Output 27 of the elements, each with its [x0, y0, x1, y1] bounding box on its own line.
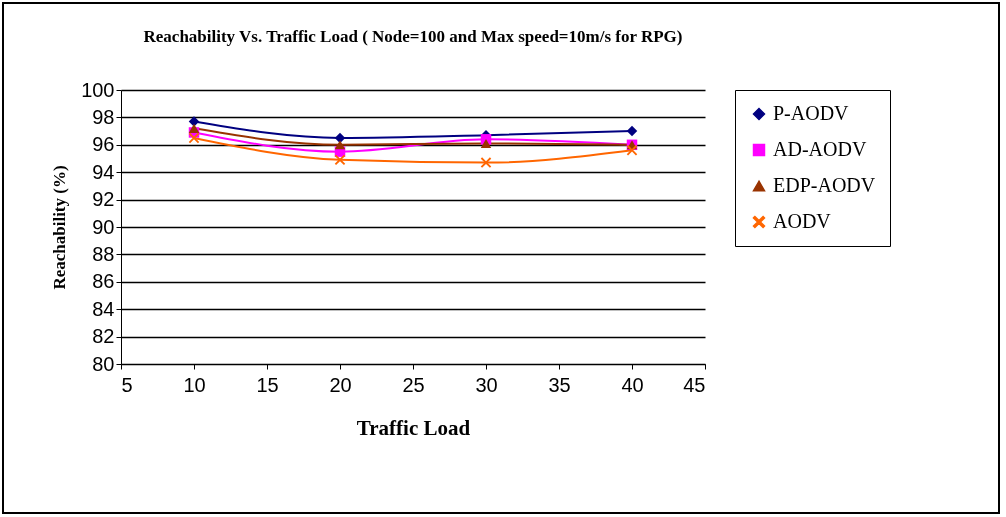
y-tick-label: 94 — [92, 160, 115, 183]
y-tick-label: 84 — [92, 297, 115, 320]
x-axis-title: Traffic Load — [356, 415, 471, 440]
x-tick-label: 45 — [683, 373, 706, 396]
legend-label: AD-AODV — [773, 138, 867, 160]
y-tick-label: 90 — [92, 215, 115, 238]
legend-label: EDP-AODV — [773, 174, 876, 196]
y-tick-label: 88 — [92, 242, 115, 265]
chart-title: Reachability Vs. Traffic Load ( Node=100 and Max speed=10m/s for RPG) — [143, 27, 683, 46]
y-tick-label: 96 — [92, 133, 115, 156]
x-tick-label: 20 — [329, 373, 352, 396]
y-tick-label: 100 — [81, 78, 115, 101]
y-axis-title: Reachability (%) — [50, 165, 70, 290]
y-tick-label: 92 — [92, 188, 115, 211]
x-tick-label: 10 — [183, 373, 206, 396]
x-tick-label: 40 — [621, 373, 644, 396]
x-tick-label: 35 — [548, 373, 571, 396]
x-tick-label: 5 — [121, 373, 133, 396]
x-tick-label: 30 — [475, 373, 498, 396]
x-tick-label: 25 — [402, 373, 425, 396]
legend-label: AODV — [773, 210, 832, 232]
x-tick-label: 15 — [256, 373, 279, 396]
y-tick-label: 80 — [92, 352, 115, 375]
y-tick-label: 98 — [92, 105, 115, 128]
y-tick-label: 86 — [92, 270, 115, 293]
legend-label: P-AODV — [773, 102, 850, 124]
y-tick-label: 82 — [92, 325, 115, 348]
